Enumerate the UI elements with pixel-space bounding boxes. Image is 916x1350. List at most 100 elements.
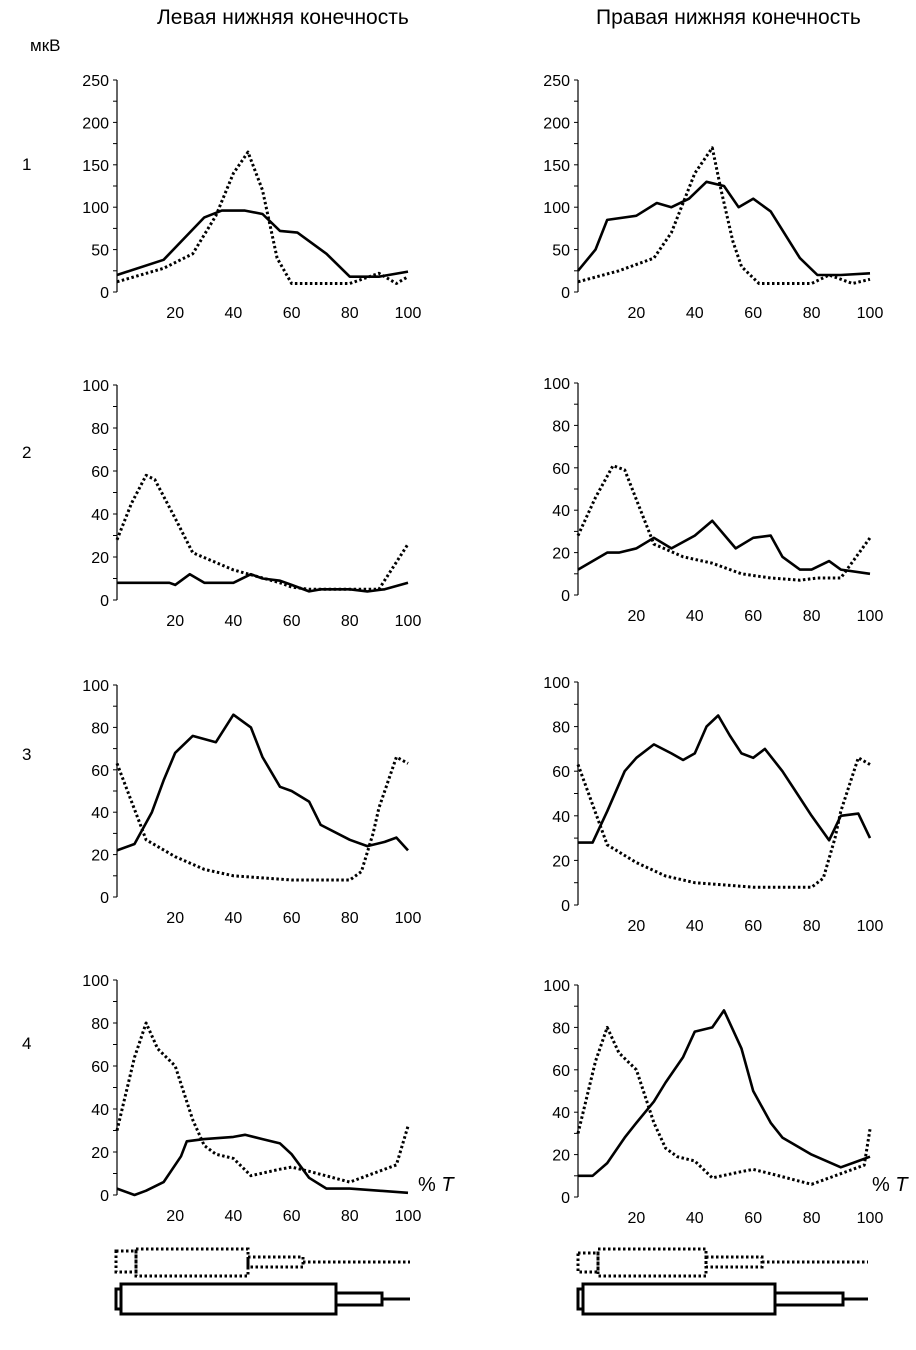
phase-dotted-left-cap bbox=[114, 1249, 138, 1274]
x-unit-symbol: T bbox=[895, 1174, 908, 1196]
x-tick-label: 100 bbox=[857, 918, 884, 935]
y-tick-label: 200 bbox=[82, 115, 109, 132]
y-tick-label: 0 bbox=[100, 890, 109, 907]
y-tick-label: 0 bbox=[100, 285, 109, 302]
x-tick-label: 20 bbox=[166, 613, 184, 630]
x-tick-label: 100 bbox=[395, 910, 422, 927]
phase-dotted-main bbox=[596, 1247, 708, 1278]
y-tick-label: 60 bbox=[552, 764, 570, 781]
phase-diagram-right bbox=[576, 1247, 868, 1316]
y-tick-label: 80 bbox=[552, 1020, 570, 1037]
row-label-4: 4 bbox=[22, 1034, 32, 1053]
x-tick-label: 40 bbox=[225, 1208, 243, 1225]
x-tick-label: 20 bbox=[166, 305, 184, 322]
x-tick-label: 40 bbox=[225, 613, 243, 630]
y-tick-label: 40 bbox=[91, 507, 109, 524]
x-tick-label: 40 bbox=[686, 918, 704, 935]
y-tick-label: 100 bbox=[543, 376, 570, 393]
y-tick-label: 0 bbox=[561, 588, 570, 605]
x-tick-label: 20 bbox=[628, 1210, 646, 1227]
x-tick-label: 60 bbox=[283, 305, 301, 322]
y-tick-label: 60 bbox=[91, 1059, 109, 1076]
y-tick-label: 20 bbox=[91, 1145, 109, 1162]
chart-left-2: 0 20 40 60 80 100 20 40 60 80 100 bbox=[82, 378, 421, 630]
y-tick-label: 60 bbox=[91, 763, 109, 780]
chart-right-2: 0 20 40 60 80 100 20 40 60 80 100 bbox=[543, 376, 883, 625]
phase-solid-main bbox=[119, 1282, 338, 1316]
x-tick-label: 100 bbox=[857, 1210, 884, 1227]
y-tick-label: 100 bbox=[82, 678, 109, 695]
x-tick-label: 40 bbox=[225, 305, 243, 322]
y-tick-label: 80 bbox=[552, 720, 570, 737]
y-tick-label: 60 bbox=[552, 1063, 570, 1080]
y-tick-label: 150 bbox=[543, 158, 570, 175]
x-tick-label: 20 bbox=[166, 1208, 184, 1225]
y-tick-label: 80 bbox=[91, 421, 109, 438]
series-line-dotted bbox=[115, 755, 409, 882]
x-tick-label: 40 bbox=[686, 1210, 704, 1227]
x-tick-label: 80 bbox=[803, 608, 821, 625]
x-unit-percent: % bbox=[872, 1174, 890, 1196]
y-tick-label: 200 bbox=[543, 115, 570, 132]
phase-solid-swing bbox=[334, 1291, 384, 1307]
x-unit-symbol: T bbox=[441, 1174, 454, 1196]
y-tick-label: 20 bbox=[91, 550, 109, 567]
series-line-dotted bbox=[115, 473, 410, 591]
x-tick-label: 80 bbox=[341, 1208, 359, 1225]
y-tick-label: 0 bbox=[561, 898, 570, 915]
x-tick-label: 60 bbox=[744, 918, 762, 935]
y-tick-label: 20 bbox=[91, 848, 109, 865]
x-tick-label: 100 bbox=[857, 305, 884, 322]
chart-left-1: 0 50 100 150 200 250 20 40 60 80 100 bbox=[82, 73, 421, 322]
x-tick-label: 80 bbox=[341, 613, 359, 630]
series-line-solid bbox=[576, 180, 871, 277]
row-label-1: 1 bbox=[22, 155, 32, 174]
y-tick-label: 20 bbox=[552, 1148, 570, 1165]
x-tick-label: 60 bbox=[744, 608, 762, 625]
series-line-solid bbox=[578, 1009, 871, 1178]
x-tick-label: 80 bbox=[341, 305, 359, 322]
title-left: Левая нижняя конечность bbox=[157, 6, 409, 29]
y-tick-label: 60 bbox=[552, 461, 570, 478]
y-tick-label: 40 bbox=[552, 503, 570, 520]
phase-solid-main bbox=[581, 1282, 777, 1316]
x-tick-label: 80 bbox=[803, 918, 821, 935]
chart-right-1: 0 50 100 150 200 250 20 40 60 80 100 bbox=[543, 73, 883, 322]
row-label-3: 3 bbox=[22, 745, 32, 764]
x-tick-label: 80 bbox=[803, 1210, 821, 1227]
x-unit-percent: % bbox=[418, 1174, 436, 1196]
x-tick-label: 60 bbox=[283, 1208, 301, 1225]
series-line-solid bbox=[116, 209, 409, 278]
series-line-solid bbox=[578, 714, 872, 844]
x-tick-label: 20 bbox=[628, 608, 646, 625]
x-tick-label: 80 bbox=[803, 305, 821, 322]
series-line-dotted bbox=[577, 146, 871, 285]
y-tick-label: 40 bbox=[552, 1105, 570, 1122]
phase-diagram-left bbox=[114, 1247, 410, 1316]
x-tick-label: 100 bbox=[395, 305, 422, 322]
y-tick-label: 100 bbox=[82, 200, 109, 217]
y-tick-label: 0 bbox=[561, 1190, 570, 1207]
y-tick-label: 250 bbox=[543, 73, 570, 90]
x-tick-label: 60 bbox=[744, 305, 762, 322]
phase-solid-bars bbox=[114, 1282, 410, 1316]
phase-solid-swing bbox=[773, 1291, 845, 1307]
title-right: Правая нижняя конечность bbox=[596, 6, 861, 29]
x-tick-label: 40 bbox=[686, 608, 704, 625]
x-tick-label: 20 bbox=[628, 918, 646, 935]
x-tick-label: 60 bbox=[283, 613, 301, 630]
phase-dotted-bars bbox=[576, 1247, 868, 1278]
y-tick-label: 100 bbox=[543, 978, 570, 995]
chart-right-3: 0 20 40 60 80 100 20 40 60 80 100 bbox=[543, 675, 883, 935]
y-tick-label: 80 bbox=[91, 720, 109, 737]
series-line-dotted bbox=[576, 1025, 872, 1186]
y-tick-label: 60 bbox=[91, 464, 109, 481]
phase-dotted-left-cap bbox=[576, 1251, 600, 1274]
phase-dotted-bars bbox=[114, 1247, 410, 1278]
y-tick-label: 100 bbox=[543, 675, 570, 692]
row-label-2: 2 bbox=[22, 443, 32, 462]
series-line-dotted bbox=[115, 1021, 410, 1184]
phase-solid-bars bbox=[576, 1282, 868, 1316]
phase-dotted-main bbox=[134, 1247, 250, 1278]
y-tick-label: 0 bbox=[100, 1188, 109, 1205]
